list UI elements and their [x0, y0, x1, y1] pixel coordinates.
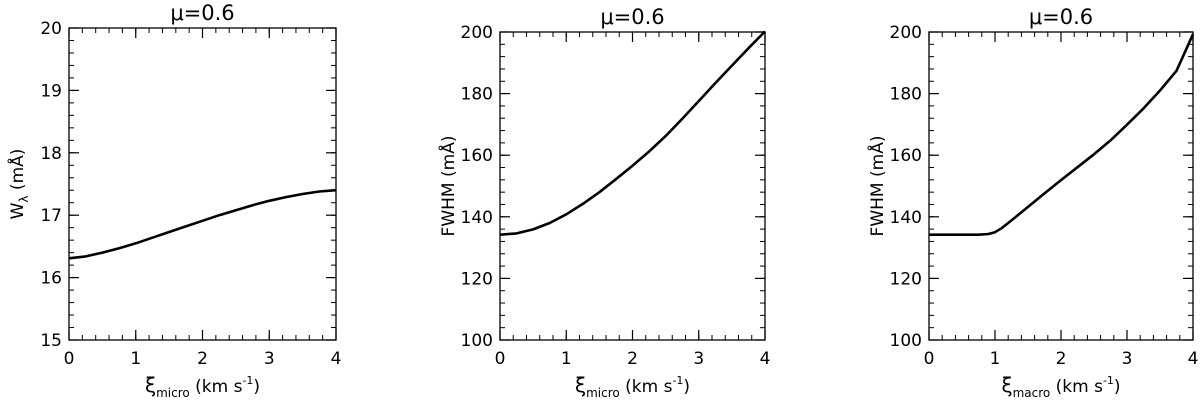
x-tick-label: 4: [331, 349, 342, 369]
y-tick-label: 180: [890, 85, 922, 105]
x-tick-label: 4: [1188, 349, 1199, 369]
y-axis-unit: (mÅ): [437, 136, 459, 183]
y-axis-label: FWHM (mÅ): [437, 136, 459, 237]
y-tick-label: 200: [461, 23, 493, 43]
x-axis-label: ξmicro (km s-1): [145, 373, 260, 400]
x-axis-superscript: -1: [672, 374, 683, 387]
y-axis-unit: (mÅ): [6, 149, 28, 196]
x-tick-label: 3: [693, 349, 704, 369]
x-axis-close: ): [683, 377, 690, 397]
chart-title: μ=0.6: [600, 5, 664, 29]
x-tick-label: 0: [495, 349, 506, 369]
x-tick-label: 1: [990, 349, 1001, 369]
x-axis-subscript: macro: [1013, 386, 1051, 400]
y-tick-label: 16: [40, 269, 62, 289]
series-line: [68, 188, 337, 260]
y-tick-label: 100: [890, 331, 922, 351]
y-tick-label: 120: [890, 269, 922, 289]
series-line: [929, 33, 1195, 236]
y-tick-label: 20: [40, 19, 62, 39]
y-tick-label: 17: [40, 206, 62, 226]
x-axis-unit: (km s: [190, 377, 243, 397]
y-axis-main: FWHM: [868, 182, 888, 236]
y-axis-main: W: [8, 202, 28, 219]
x-axis-label: ξmacro (km s-1): [1001, 373, 1120, 400]
panel-3: 0 1 2 3 4 100 120 140 160 180 200 μ=0.6 ξmacro (km s…: [866, 5, 1198, 400]
x-tick-label: 4: [760, 349, 771, 369]
x-axis-unit: (km s: [620, 377, 673, 397]
x-axis-symbol: ξ: [145, 373, 156, 397]
x-tick-label: 3: [264, 349, 275, 369]
plot-frame: [928, 31, 1194, 341]
y-tick-label: 160: [461, 146, 493, 166]
x-axis-close: ): [253, 377, 260, 397]
x-tick-label: 2: [1056, 349, 1067, 369]
series-line: [499, 30, 766, 236]
chart-title: μ=0.6: [170, 1, 234, 25]
y-axis-subscript: λ: [17, 195, 31, 202]
y-tick-label: 120: [461, 269, 493, 289]
plot-frame: [499, 31, 766, 341]
x-tick-label: 0: [924, 349, 935, 369]
x-axis-symbol: ξ: [1001, 373, 1012, 397]
y-tick-label: 140: [461, 208, 493, 228]
y-tick-label: 140: [890, 208, 922, 228]
x-axis-superscript: -1: [1103, 374, 1114, 387]
y-tick-label: 18: [40, 144, 62, 164]
y-axis-main: FWHM: [439, 182, 459, 236]
y-axis-label: FWHM (mÅ): [866, 136, 888, 237]
plot-frame: [68, 27, 337, 341]
x-tick-label: 1: [130, 349, 141, 369]
x-tick-label: 1: [561, 349, 572, 369]
x-tick-label: 0: [64, 349, 75, 369]
x-axis-close: ): [1114, 377, 1121, 397]
y-tick-label: 15: [40, 331, 62, 351]
x-axis-symbol: ξ: [575, 373, 586, 397]
x-tick-label: 2: [627, 349, 638, 369]
y-axis-label: Wλ (mÅ): [6, 149, 31, 220]
y-tick-label: 100: [461, 331, 493, 351]
y-tick-label: 180: [461, 85, 493, 105]
panel-1: 0 1 2 3 4 15 16 17 18 19 20 μ=0.6 ξmicro (km s-1) Wλ …: [6, 1, 341, 400]
x-axis-label: ξmicro (km s-1): [575, 373, 690, 400]
x-tick-label: 2: [197, 349, 208, 369]
chart-title: μ=0.6: [1029, 5, 1093, 29]
x-axis-subscript: micro: [586, 386, 620, 400]
y-tick-label: 19: [40, 81, 62, 101]
panel-2: 0 1 2 3 4 100 120 140 160 180 200 μ=0.6 ξmicro (km s…: [437, 5, 770, 400]
x-axis-unit: (km s: [1050, 377, 1103, 397]
y-axis-unit: (mÅ): [866, 136, 888, 183]
y-tick-label: 160: [890, 146, 922, 166]
x-tick-label: 3: [1122, 349, 1133, 369]
y-tick-label: 200: [890, 23, 922, 43]
x-axis-superscript: -1: [242, 374, 253, 387]
x-axis-subscript: micro: [156, 386, 190, 400]
